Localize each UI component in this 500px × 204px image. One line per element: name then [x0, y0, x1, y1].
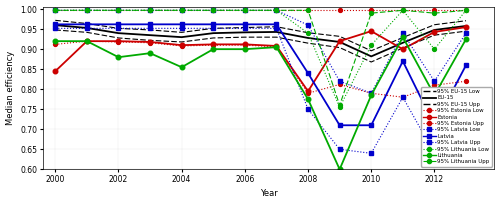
Y-axis label: Median efficiency: Median efficiency [6, 51, 15, 125]
Legend: 95% EU-15 Low, EU-15, 95% EU-15 Upp, 95% Estonia Low, Estonia, 95% Estonia Upp, : 95% EU-15 Low, EU-15, 95% EU-15 Upp, 95%… [421, 87, 492, 166]
X-axis label: Year: Year [260, 190, 278, 198]
